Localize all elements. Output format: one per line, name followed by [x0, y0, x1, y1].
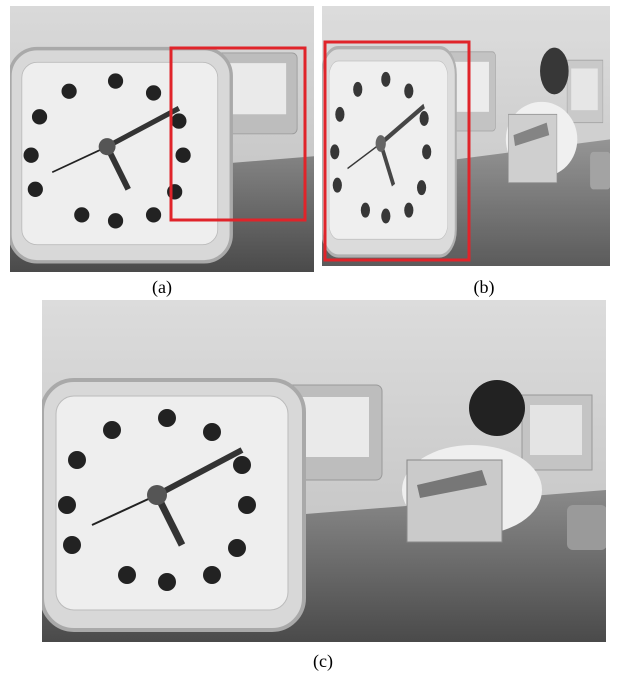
figure: (a) (b) (c) — [0, 0, 619, 678]
photo-c — [42, 300, 607, 642]
caption: (b) — [474, 277, 495, 298]
caption: (a) — [152, 277, 172, 298]
caption: (c) — [313, 651, 333, 672]
photo-b — [322, 0, 611, 266]
